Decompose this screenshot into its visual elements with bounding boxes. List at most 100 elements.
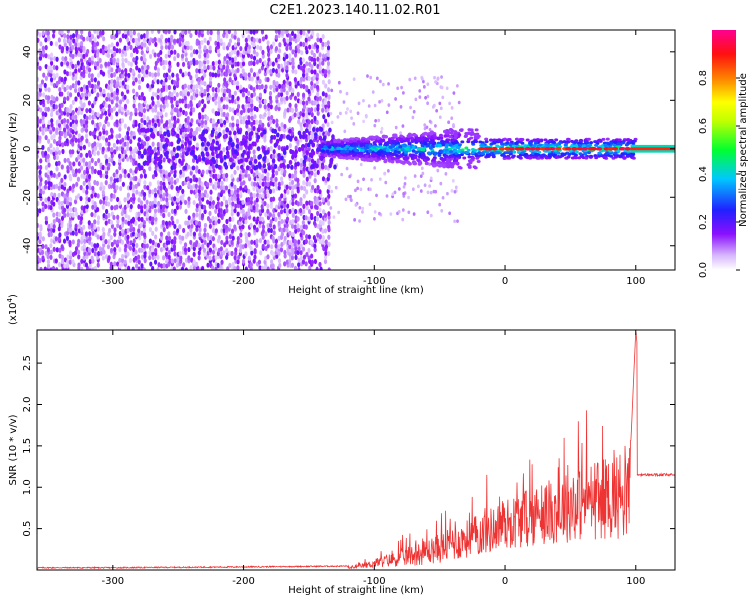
heatmap-cell — [291, 219, 295, 225]
heatmap-cell — [394, 97, 398, 101]
heatmap-cell — [249, 53, 254, 60]
heatmap-cell — [293, 193, 298, 199]
heatmap-cell — [236, 41, 241, 47]
heatmap-cell — [233, 30, 237, 36]
heatmap-cell — [187, 255, 191, 261]
heatmap-cell — [271, 128, 275, 134]
heatmap-cell — [104, 110, 108, 116]
heatmap-cell — [247, 44, 252, 50]
heatmap-cell — [308, 139, 313, 145]
heatmap-cell — [324, 250, 328, 256]
heatmap-cell — [324, 83, 328, 89]
heatmap-cell — [380, 99, 384, 103]
heatmap-cell — [148, 123, 152, 129]
heatmap-cell — [98, 142, 102, 148]
heatmap-cell — [247, 188, 251, 194]
heatmap-cell — [300, 185, 304, 191]
heatmap-cell — [413, 161, 418, 166]
heatmap-cell — [326, 51, 330, 58]
heatmap-cell — [272, 87, 276, 93]
heatmap-cell — [235, 84, 240, 90]
heatmap-cell — [99, 91, 104, 97]
heatmap-cell — [173, 119, 177, 126]
heatmap-cell — [230, 49, 234, 55]
heatmap-cell — [58, 247, 62, 253]
heatmap-cell — [225, 235, 229, 241]
heatmap-cell — [397, 209, 401, 214]
heatmap-cell — [49, 204, 53, 211]
heatmap-cell — [352, 122, 356, 126]
heatmap-cell — [205, 169, 209, 175]
heatmap-cell — [167, 254, 171, 260]
heatmap-cell — [277, 72, 281, 78]
heatmap-cell — [192, 136, 197, 142]
heatmap-cell — [200, 136, 205, 142]
heatmap-cell — [225, 96, 229, 102]
heatmap-cell — [178, 123, 182, 129]
heatmap-cell — [68, 71, 72, 77]
heatmap-cell — [77, 106, 82, 112]
heatmap-cell — [290, 262, 295, 268]
heatmap-cell — [253, 154, 257, 160]
heatmap-cell — [305, 32, 309, 39]
heatmap-cell — [305, 71, 309, 78]
heatmap-cell — [172, 146, 176, 153]
heatmap-cell — [131, 75, 136, 81]
heatmap-cell — [277, 211, 281, 218]
heatmap-cell — [219, 154, 223, 160]
heatmap-cell — [142, 53, 146, 59]
heatmap-cell — [228, 157, 233, 163]
heatmap-cell — [137, 211, 141, 217]
heatmap-cell — [286, 107, 290, 113]
heatmap-cell — [72, 38, 76, 44]
heatmap-cell — [274, 45, 279, 52]
heatmap-cell — [383, 142, 388, 147]
heatmap-cell — [378, 145, 383, 149]
heatmap-cell — [212, 65, 216, 71]
heatmap-cell — [225, 247, 229, 254]
heatmap-cell — [197, 68, 202, 74]
heatmap-cell — [310, 164, 315, 170]
heatmap-cell — [286, 38, 290, 44]
heatmap-cell — [156, 111, 160, 117]
heatmap-cell — [282, 133, 286, 139]
heatmap-cell — [52, 30, 56, 34]
heatmap-cell — [183, 165, 187, 171]
heatmap-cell — [115, 87, 119, 94]
heatmap-cell — [189, 74, 193, 81]
heatmap-cell — [231, 201, 235, 207]
heatmap-cell — [104, 239, 108, 245]
heatmap-cell — [301, 72, 306, 78]
heatmap-cell — [495, 144, 500, 148]
heatmap-cell — [146, 64, 150, 70]
heatmap-cell — [269, 227, 273, 234]
heatmap-cell — [326, 112, 331, 118]
heatmap-cell — [272, 224, 276, 230]
heatmap-cell — [260, 84, 264, 90]
heatmap-cell — [406, 138, 411, 143]
heatmap-cell — [116, 261, 120, 267]
heatmap-cell — [231, 216, 235, 222]
heatmap-cell — [359, 143, 364, 148]
heatmap-cell — [127, 173, 131, 179]
heatmap-cell — [96, 150, 100, 156]
heatmap-cell — [171, 220, 175, 226]
heatmap-cell — [77, 80, 81, 86]
heatmap-cell — [447, 120, 451, 125]
heatmap-cell — [126, 234, 130, 240]
heatmap-cell — [146, 116, 150, 122]
heatmap-cell — [231, 162, 236, 168]
heatmap-cell — [236, 165, 240, 171]
heatmap-cell — [148, 165, 152, 172]
heatmap-cell — [374, 148, 379, 153]
heatmap-cell — [194, 193, 198, 199]
heatmap-cell — [79, 99, 83, 105]
heatmap-cell — [146, 185, 150, 191]
heatmap-cell — [200, 75, 205, 81]
heatmap-cell — [323, 212, 328, 218]
heatmap-cell — [206, 232, 210, 238]
heatmap-cell — [208, 71, 213, 77]
heatmap-cell — [91, 204, 95, 210]
heatmap-cell — [401, 208, 405, 212]
heatmap-cell — [275, 138, 280, 144]
